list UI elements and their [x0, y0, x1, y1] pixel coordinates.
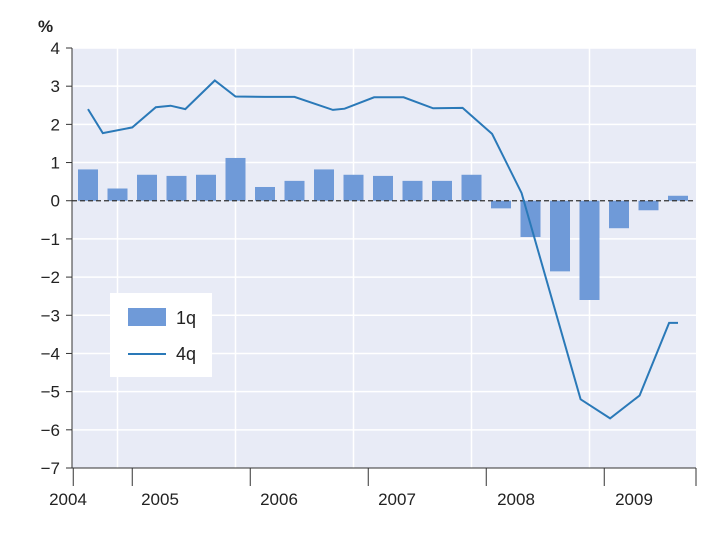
y-tick-label: 0: [51, 192, 60, 211]
bar-2006Q4: [343, 174, 364, 201]
y-tick-label: −4: [41, 344, 60, 363]
bar-2008Q4: [579, 200, 600, 300]
y-tick-label: 2: [51, 115, 60, 134]
x-year-label-2009: 2009: [615, 490, 653, 509]
bar-2005Q3: [196, 174, 216, 201]
legend: 1q 4q: [110, 293, 212, 377]
y-tick-label: −5: [41, 383, 60, 402]
legend-box: [110, 293, 212, 377]
bar-2009Q2: [638, 200, 659, 211]
y-tick-label: −6: [41, 421, 60, 440]
legend-label-1q: 1q: [176, 308, 196, 328]
bar-2009Q1: [609, 200, 629, 229]
bar-2009Q3: [668, 195, 688, 201]
bar-2007Q4: [461, 174, 482, 201]
x-axis-year-labels: 2004 2005 2006 2007 2008 2009: [49, 490, 653, 509]
x-year-label-2006: 2006: [260, 490, 298, 509]
bar-2005Q1: [137, 174, 157, 201]
y-tick-label: −1: [41, 230, 60, 249]
bar-2005Q2: [166, 175, 187, 201]
bar-2006Q2: [284, 180, 305, 201]
bar-2007Q3: [432, 180, 452, 201]
y-tick-label: 4: [51, 39, 60, 58]
y-tick-label: −7: [41, 459, 60, 478]
bar-2004Q4: [107, 188, 128, 201]
legend-swatch-1q: [128, 308, 166, 326]
legend-label-4q: 4q: [176, 344, 196, 364]
y-tick-label: −3: [41, 306, 60, 325]
y-tick-label: 3: [51, 77, 60, 96]
bar-2007Q2: [402, 180, 423, 201]
plot-background: [72, 48, 696, 468]
grid: [72, 47, 696, 468]
bar-2008Q2: [520, 200, 541, 237]
bar-2006Q3: [314, 169, 334, 201]
y-tick-label: 1: [51, 154, 60, 173]
x-year-label-2005: 2005: [141, 490, 179, 509]
x-year-label-2007: 2007: [378, 490, 416, 509]
bar-2006Q1: [255, 186, 275, 201]
bar-2007Q1: [373, 175, 393, 201]
bar-2005Q4: [225, 157, 246, 201]
bar-2008Q3: [550, 200, 570, 272]
bar-2008Q1: [491, 200, 511, 209]
line-series-4q: [87, 79, 678, 420]
x-year-label-2004: 2004: [49, 490, 87, 509]
bar-2004Q3: [78, 169, 98, 201]
y-tick-label: −2: [41, 268, 60, 287]
axes: [66, 47, 697, 486]
y-axis-tick-labels: 4 3 2 1 0 −1 −2 −3 −4 −5 −6 −7: [41, 39, 60, 478]
x-year-label-2008: 2008: [497, 490, 535, 509]
bar-series-1q: [78, 157, 688, 300]
y-axis-unit-label: %: [38, 17, 53, 36]
